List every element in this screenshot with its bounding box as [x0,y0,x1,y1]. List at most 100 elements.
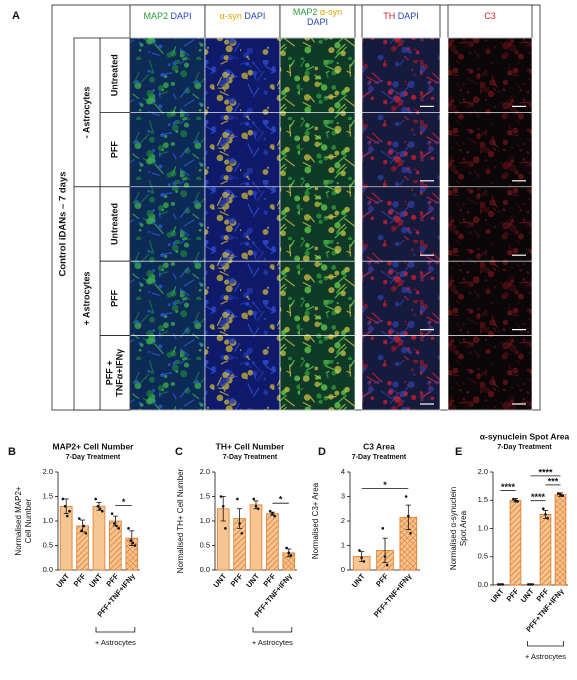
micrograph [447,335,533,411]
header-part: α-syn [320,7,342,17]
x-tick-label: UNT [54,571,71,589]
y-tick-label: 2 [341,516,345,525]
x-tick-label: UNT [489,586,506,604]
y-tick-label: 0 [341,565,345,574]
significance-label: **** [531,492,546,502]
group-bracket [252,627,293,633]
micrograph [361,186,441,262]
y-tick-label: 1.0 [478,523,488,532]
significance-label: **** [501,482,516,492]
data-point [131,541,135,545]
y-tick-label: 0.5 [478,552,488,561]
column-header: DAPI [307,17,328,27]
group-label: - Astrocytes [81,87,91,139]
significance-label: *** [548,476,559,486]
bar [509,499,522,586]
data-point [236,497,239,501]
data-point [224,527,227,530]
data-point [497,583,500,586]
data-point [542,507,545,511]
chart-subtitle: 7-Day Treatment [497,444,552,451]
data-point [285,546,288,550]
significance-label: * [279,495,283,505]
data-point [63,505,67,508]
group-bracket [527,641,564,647]
header-part: DAPI [307,17,328,27]
x-tick-label: PFF [229,571,245,588]
micrograph [204,186,281,262]
data-point [129,539,132,542]
chart-subtitle: 7-Day Treatment [352,454,407,461]
data-point [110,512,114,515]
group-label: + Astrocytes [81,271,91,325]
data-point [381,527,385,530]
panel-label: D [318,446,326,458]
y-tick-label: 4 [341,467,345,476]
column-header: MAP2 DAPI [143,11,191,21]
group-bracket [95,627,136,633]
bar [266,513,279,571]
data-point [287,551,291,555]
chart-title: C3 Area [363,441,395,451]
data-point [115,524,118,528]
data-point [383,555,387,558]
row-label: PFF [109,289,119,307]
column-header-box [204,4,281,39]
bar [554,494,567,586]
row-label: Untreated [109,54,119,96]
data-point [98,507,102,511]
bar [249,504,263,571]
y-tick-label: 1.0 [43,516,53,525]
y-tick-label: 1 [341,540,345,549]
column-header: MAP2 α-syn [293,7,342,17]
bar [92,505,106,571]
data-point [289,554,293,557]
y-tick-label: 0.5 [200,540,210,549]
data-point [66,514,69,518]
x-tick-label: UNT [244,571,261,589]
bar [539,513,552,586]
x-tick-label: PFF [374,571,390,588]
y-axis-label: Normalised TH+ Cell Number [176,468,185,573]
micrograph [129,112,206,188]
micrograph [204,37,281,113]
significance-label: * [122,497,126,507]
data-point [409,531,412,535]
micrograph [279,335,356,411]
data-point [133,544,137,547]
data-point [94,497,97,501]
group-label: + Astrocytes [95,638,136,647]
header-part: C3 [484,11,496,21]
chart-subtitle: 7-Day Treatment [66,454,121,461]
data-point [516,500,519,503]
data-point [238,522,241,525]
y-tick-label: 1.5 [478,495,488,504]
column-header-box [129,4,206,39]
y-tick-label: 1.0 [200,516,210,525]
y-axis-label: Normalised MAP2+ [14,486,23,555]
micrograph [361,335,441,411]
x-tick-label: UNT [519,586,536,604]
x-tick-label: PFF [505,586,521,603]
data-point [358,549,361,552]
panel-label: A [12,10,20,22]
y-tick-label: 2.0 [200,467,210,476]
data-point [268,509,272,513]
micrograph [129,260,206,336]
data-point [407,514,410,518]
data-point [219,495,223,498]
data-point [499,583,502,586]
significance-label: * [383,480,387,490]
micrograph [279,260,356,336]
data-point [240,531,244,535]
row-label: Untreated [109,203,119,245]
micrograph [129,186,206,262]
header-part: TH [383,11,395,21]
x-tick-label: PFF [72,571,88,588]
y-axis-label: Normalised C3+ Area [311,482,320,559]
row-label: PFF [109,141,119,159]
column-header-box [447,4,533,39]
column-header-box [361,4,441,39]
y-tick-label: 2.0 [478,467,488,476]
